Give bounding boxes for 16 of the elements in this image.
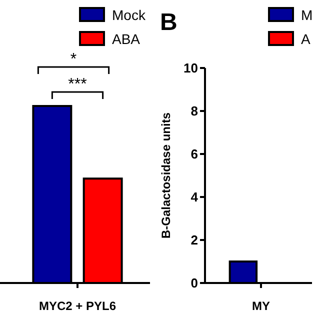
chart-title: B [160, 9, 178, 36]
y-tick-label: 10 [184, 60, 198, 76]
legend-label: Mock [112, 6, 146, 23]
y-tick-label: 6 [190, 146, 198, 162]
y-tick-label: 4 [190, 190, 199, 205]
y-tick-label: 0 [190, 276, 198, 291]
y-axis-title: B-Galactosidase units [159, 112, 173, 239]
y-tick-label: 8 [190, 104, 198, 119]
legend-label: ABA [112, 30, 141, 47]
x-tick-label: MY [252, 299, 270, 313]
y-tick-label: 2 [190, 232, 198, 248]
text: * [70, 51, 77, 68]
x-tick-label: MYC2 + PYL6 [38, 299, 116, 313]
legend-label: M [301, 6, 313, 23]
legend-label: A [301, 30, 311, 47]
text: *** [68, 76, 87, 93]
